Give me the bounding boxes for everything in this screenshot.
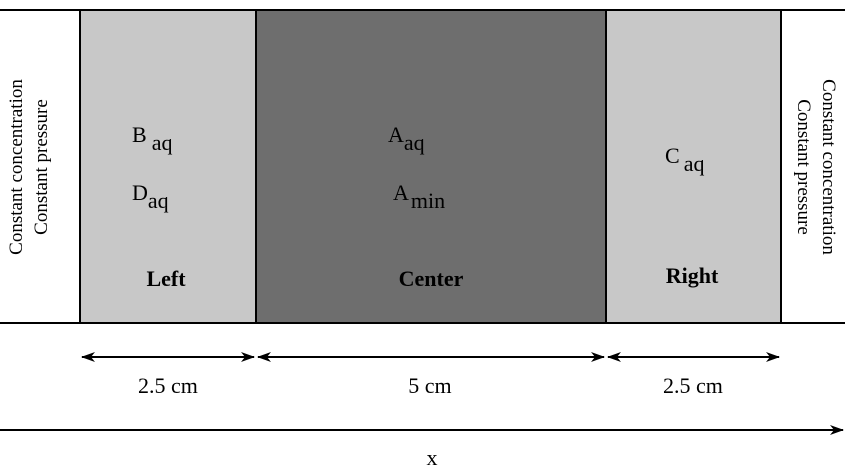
species: Daq <box>132 180 169 213</box>
width-label: 5 cm <box>408 373 451 398</box>
text-part: A <box>393 180 409 205</box>
boundary-label: Constant pressure <box>793 99 814 235</box>
species: Aaq <box>388 122 425 155</box>
text-part: aq <box>404 130 425 155</box>
text-part: min <box>411 188 445 213</box>
center-region <box>256 10 606 323</box>
region-label: Left <box>146 266 186 291</box>
region-label: Center <box>399 266 464 291</box>
boundary-label: Constant concentration <box>818 79 839 255</box>
text-part: D <box>132 180 148 205</box>
boundary-label: Constant concentration <box>6 79 27 255</box>
text-part: A <box>388 122 404 147</box>
width-label: 2.5 cm <box>138 373 198 398</box>
right-region <box>606 10 781 323</box>
text-part: aq <box>152 130 173 155</box>
boundary-label: Constant pressure <box>31 99 52 235</box>
region-label: Right <box>666 263 719 288</box>
species: Amin <box>393 180 445 213</box>
text-part: aq <box>148 188 169 213</box>
text-part: B <box>132 122 147 147</box>
axis-label: x <box>427 445 438 470</box>
width-label: 2.5 cm <box>663 373 723 398</box>
text-part: aq <box>684 151 705 176</box>
text-part: C <box>665 143 680 168</box>
left-region <box>80 10 256 323</box>
